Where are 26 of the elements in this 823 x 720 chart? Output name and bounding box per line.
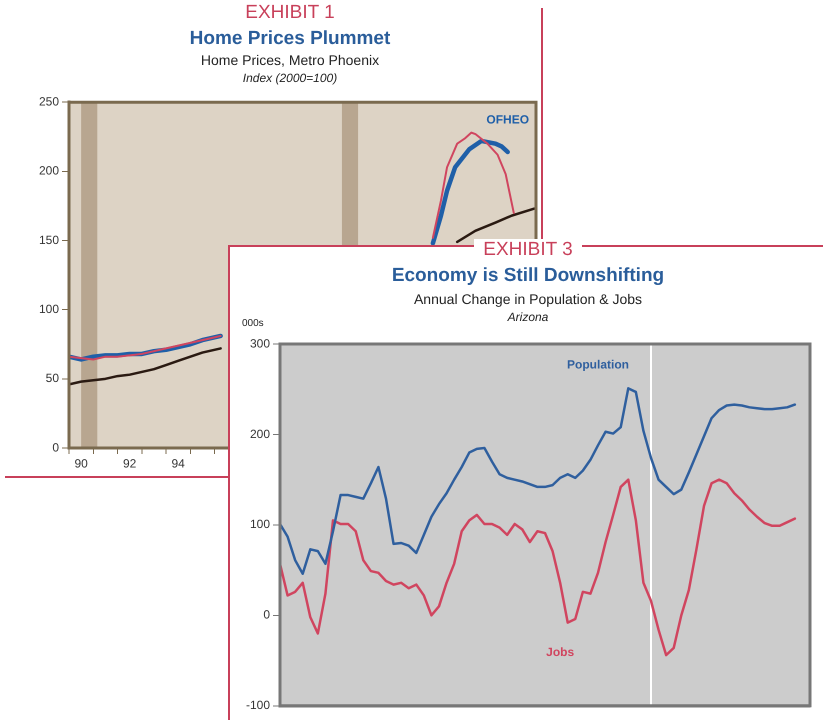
chart-subtitle: Annual Change in Population & Jobs <box>412 291 644 307</box>
y-tick-label: 150 <box>38 232 60 247</box>
y-tick-label: 100 <box>250 517 270 532</box>
x-tick-label: 94 <box>171 456 186 471</box>
y-tick-label: 0 <box>263 608 270 622</box>
y-tick-label: -100 <box>246 698 270 712</box>
x-tick-label: 92 <box>122 456 137 471</box>
y-axis-title: Index (2000=100) <box>242 71 338 85</box>
series-label: OFHEO <box>486 112 530 126</box>
y-tick-label: 200 <box>250 426 270 441</box>
annotation: EXHIBIT 3 <box>474 239 582 261</box>
y-tick-label: 100 <box>38 302 60 316</box>
series-label: Jobs <box>546 645 574 660</box>
y-tick-label: 50 <box>46 371 60 386</box>
y-tick-label: 250 <box>38 94 60 109</box>
y-tick-label: 0 <box>52 440 60 454</box>
y-tick-label: 300 <box>250 336 270 350</box>
y-axis-title: 000s <box>242 318 264 329</box>
series-label: Population <box>567 358 629 372</box>
chart-title: Economy is Still Downshifting <box>390 265 666 287</box>
x-tick-label: 90 <box>74 456 88 471</box>
y-tick-label: 200 <box>38 164 60 178</box>
chart-subtitle: Home Prices, Metro Phoenix <box>200 52 380 68</box>
annotation: Arizona <box>506 310 550 324</box>
text: EXHIBIT 1 <box>205 2 375 24</box>
chart-title: Home Prices Plummet <box>188 28 392 50</box>
